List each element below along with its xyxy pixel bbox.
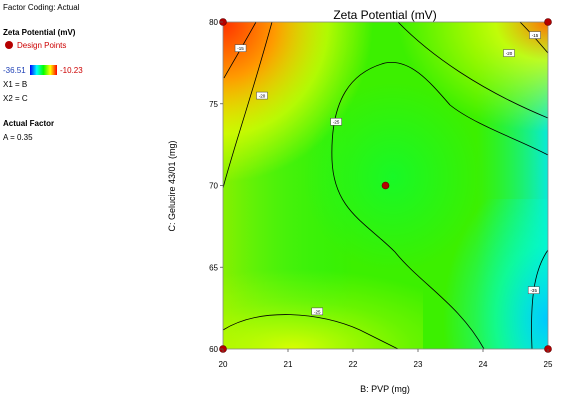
contour-labels: -15 -20 -25 -20 -15 -25 -35 <box>234 31 541 316</box>
contour-label-box <box>234 44 247 52</box>
y-tick-label: 70 <box>209 182 218 191</box>
x-axis-ticks: 20 21 22 23 24 25 <box>219 349 553 369</box>
response-title: Zeta Potential (mV) <box>3 28 76 37</box>
x1-factor-label: X1 = B <box>3 80 28 89</box>
contour-label: -15 <box>529 31 541 39</box>
contour-label-text: -20 <box>259 94 266 99</box>
x-axis-label: B: PVP (mg) <box>360 384 410 394</box>
contour-label-box <box>256 91 268 100</box>
y-axis-ticks: 60 65 70 75 80 <box>209 18 223 354</box>
y-tick-label: 75 <box>209 100 218 109</box>
contour-label: -20 <box>256 91 268 100</box>
x-tick-label: 20 <box>219 360 228 369</box>
x-tick-label: 25 <box>544 360 553 369</box>
design-points-label: Design Points <box>17 41 67 50</box>
contour-label: -25 <box>330 117 342 126</box>
y-tick-label: 65 <box>209 263 218 272</box>
contour-label: -25 <box>311 307 323 316</box>
contour-label-box <box>503 49 515 57</box>
chart-title: Zeta Potential (mV) <box>333 8 436 22</box>
x2-factor-label: X2 = C <box>3 94 28 103</box>
contour-label-text: -25 <box>314 309 321 314</box>
contour-label: -35 <box>527 286 540 294</box>
actual-factor-title: Actual Factor <box>3 119 55 128</box>
contour-label-text: -15 <box>237 46 244 51</box>
color-scale-ramp <box>30 65 57 75</box>
design-point-marker-icon <box>5 41 13 49</box>
y-axis-label: C: Gelucire 43/01 (mg) <box>167 140 177 231</box>
contour-label-box <box>311 307 323 316</box>
contour-label-box <box>529 31 541 39</box>
factor-coding-label: Factor Coding: Actual <box>3 3 80 12</box>
contour-label: -15 <box>234 44 247 52</box>
x-tick-label: 21 <box>284 360 293 369</box>
design-points-legend: Design Points <box>3 41 66 51</box>
contour-label-text: -15 <box>532 33 539 38</box>
design-point <box>544 18 552 26</box>
contour-label-box <box>527 286 540 294</box>
x-tick-label: 24 <box>479 360 488 369</box>
design-point <box>381 181 390 190</box>
x-tick-label: 23 <box>414 360 423 369</box>
contour-label-text: -25 <box>333 120 340 125</box>
x-tick-label: 22 <box>349 360 358 369</box>
scale-min-label: -36.51 <box>3 66 26 75</box>
contour-label-box <box>330 117 342 126</box>
actual-factor-value: A = 0.35 <box>3 133 33 142</box>
contour-label-text: -20 <box>506 51 513 56</box>
y-tick-label: 60 <box>209 345 218 354</box>
y-tick-label: 80 <box>209 18 218 27</box>
scale-max-label: -10.23 <box>60 66 83 75</box>
contour-label: -20 <box>503 49 515 57</box>
contour-label-text: -35 <box>530 288 537 293</box>
